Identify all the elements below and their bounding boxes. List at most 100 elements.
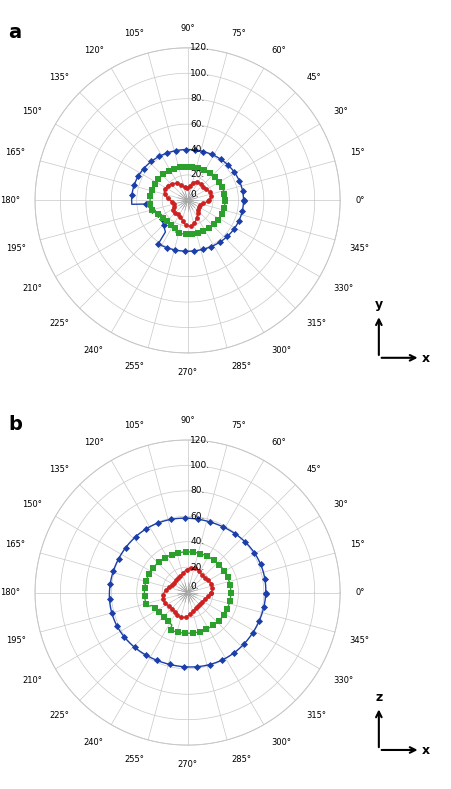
Text: 90°: 90°: [180, 416, 194, 424]
Point: [239, 194, 247, 207]
Point: [189, 176, 197, 189]
Point: [146, 197, 153, 210]
Point: [226, 594, 233, 607]
Point: [134, 170, 142, 182]
Text: 150°: 150°: [23, 107, 42, 117]
Point: [142, 522, 149, 535]
Point: [160, 219, 167, 232]
Point: [161, 183, 168, 196]
Point: [208, 148, 215, 161]
Text: 195°: 195°: [5, 244, 25, 252]
Text: 105°: 105°: [124, 29, 144, 39]
Point: [220, 564, 227, 577]
Point: [113, 619, 120, 632]
Text: z: z: [374, 690, 382, 704]
Text: 40.: 40.: [190, 145, 204, 154]
Text: 20.: 20.: [190, 170, 204, 179]
Text: 100.: 100.: [190, 69, 210, 78]
Point: [224, 571, 231, 584]
Point: [163, 147, 170, 159]
Point: [161, 596, 168, 609]
Text: 270°: 270°: [177, 761, 197, 769]
Text: 45°: 45°: [306, 465, 320, 474]
Text: 0°: 0°: [354, 196, 364, 205]
Point: [131, 641, 138, 653]
Point: [128, 189, 135, 201]
Point: [186, 179, 193, 192]
Text: 165°: 165°: [5, 540, 25, 549]
Point: [207, 586, 214, 599]
Text: 120°: 120°: [83, 438, 103, 447]
Point: [160, 611, 167, 623]
Point: [175, 227, 183, 240]
Point: [193, 212, 200, 225]
Point: [147, 190, 154, 203]
Point: [230, 646, 238, 659]
Text: 255°: 255°: [124, 754, 144, 764]
Point: [148, 184, 155, 196]
Point: [255, 615, 262, 628]
Point: [193, 175, 201, 188]
Point: [141, 590, 148, 603]
Point: [132, 530, 139, 543]
Point: [154, 517, 161, 529]
Point: [176, 211, 184, 223]
Point: [177, 178, 184, 191]
Point: [188, 227, 195, 240]
Point: [196, 548, 203, 560]
Text: 135°: 135°: [49, 465, 69, 474]
Point: [176, 161, 183, 174]
Point: [239, 195, 247, 208]
Point: [168, 178, 175, 190]
Point: [211, 170, 218, 183]
Point: [142, 649, 149, 661]
Point: [149, 561, 156, 574]
Text: 150°: 150°: [23, 499, 42, 509]
Point: [120, 630, 128, 643]
Point: [190, 245, 197, 257]
Point: [173, 178, 180, 190]
Point: [207, 578, 214, 590]
Point: [159, 168, 166, 181]
Point: [148, 204, 156, 216]
Point: [179, 567, 186, 579]
Point: [164, 615, 171, 627]
Text: 120.: 120.: [190, 436, 210, 444]
Point: [140, 163, 147, 175]
Point: [179, 215, 186, 227]
Point: [170, 163, 177, 175]
Point: [230, 223, 237, 236]
Point: [164, 180, 171, 193]
Text: 80.: 80.: [190, 486, 204, 495]
Point: [204, 590, 211, 603]
Text: 30°: 30°: [332, 499, 347, 509]
Point: [180, 181, 188, 193]
Point: [198, 243, 206, 256]
Point: [260, 601, 267, 614]
Text: 165°: 165°: [5, 148, 25, 157]
Point: [240, 638, 248, 650]
Point: [202, 623, 209, 636]
Text: 240°: 240°: [83, 346, 103, 355]
Point: [220, 609, 227, 622]
Point: [147, 204, 155, 216]
Point: [209, 619, 216, 632]
Point: [223, 230, 230, 242]
Point: [216, 236, 223, 249]
Point: [181, 245, 188, 257]
Point: [181, 512, 188, 525]
Point: [153, 654, 161, 667]
Point: [206, 658, 213, 671]
Point: [182, 144, 189, 156]
Point: [167, 513, 174, 525]
Point: [157, 212, 165, 225]
Point: [164, 192, 171, 204]
Point: [191, 144, 198, 156]
Text: 30°: 30°: [332, 107, 347, 117]
Point: [154, 208, 161, 220]
Text: 315°: 315°: [306, 711, 326, 720]
Point: [220, 201, 227, 214]
Point: [172, 574, 179, 586]
Point: [147, 155, 155, 168]
Point: [151, 602, 158, 615]
